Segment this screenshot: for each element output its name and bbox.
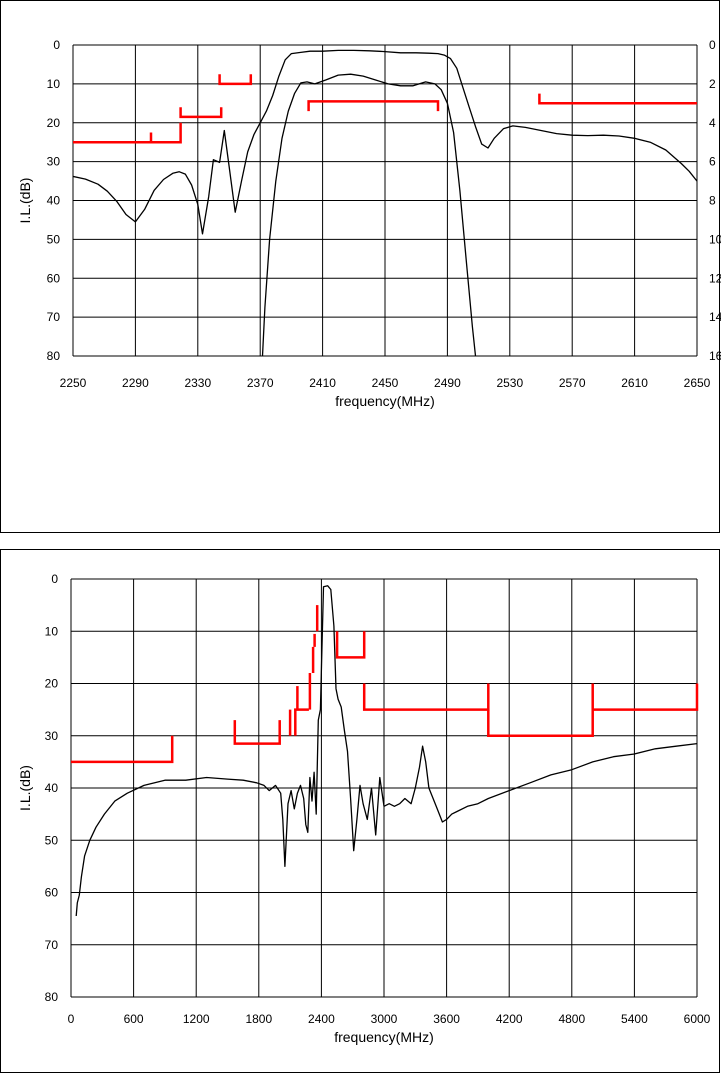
x-tick-label: 1200 xyxy=(183,1012,210,1026)
x-tick-label: 3000 xyxy=(371,1012,398,1026)
y-axis-label: I.L.(dB) xyxy=(17,178,33,224)
x-tick-label: 2650 xyxy=(684,376,711,390)
y2-tick-label: 0 xyxy=(709,38,716,52)
y-tick-label: 40 xyxy=(47,194,61,208)
series-line-1 xyxy=(75,585,698,917)
y2-tick-label: 2 xyxy=(709,77,716,91)
spec-mask-segment xyxy=(233,720,281,745)
x-tick-label: 2330 xyxy=(184,376,211,390)
y-tick-label: 30 xyxy=(47,155,61,169)
spec-mask-segment xyxy=(71,735,174,764)
y-tick-label: 0 xyxy=(53,38,60,52)
x-tick-label: 2290 xyxy=(122,376,149,390)
y-axis-label: I.L.(dB) xyxy=(17,765,33,811)
y2-tick-label: 10 xyxy=(709,232,721,246)
spec-mask-segment xyxy=(592,683,699,711)
x-tick-label: 2250 xyxy=(60,376,87,390)
y-tick-label: 80 xyxy=(45,990,59,1004)
x-tick-label: 3600 xyxy=(433,1012,460,1026)
spec-mask-segment xyxy=(538,93,697,105)
y-tick-label: 0 xyxy=(51,572,58,586)
spec-mask-segment xyxy=(179,107,223,119)
y-tick-label: 80 xyxy=(47,349,61,363)
x-tick-label: 5400 xyxy=(621,1012,648,1026)
x-tick-label: 4800 xyxy=(558,1012,585,1026)
x-tick-label: 600 xyxy=(124,1012,144,1026)
y-tick-label: 20 xyxy=(47,116,61,130)
x-tick-label: 2490 xyxy=(434,376,461,390)
y-tick-label: 70 xyxy=(45,938,59,952)
x-tick-label: 2370 xyxy=(247,376,274,390)
spec-mask-segment xyxy=(73,122,182,144)
y-tick-label: 50 xyxy=(47,232,61,246)
chart-frame xyxy=(0,0,720,533)
spec-mask-segment xyxy=(294,708,309,736)
y-tick-label: 50 xyxy=(45,833,59,847)
x-tick-label: 2450 xyxy=(372,376,399,390)
spec-mask-segment xyxy=(335,631,366,659)
y-tick-label: 30 xyxy=(45,729,59,743)
spec-mask-segment xyxy=(362,683,490,711)
chart-panel-2: 0 600 1200 1800 2400 3000 3600 4200 4800 5400 6000… xyxy=(0,549,721,1074)
y2-tick-label: 16 xyxy=(709,349,721,363)
y-tick-label: 70 xyxy=(47,310,61,324)
x-tick-label: 6000 xyxy=(684,1012,711,1026)
y-tick-label: 20 xyxy=(45,677,59,691)
y-tick-label: 10 xyxy=(47,77,61,91)
y2-tick-label: 4 xyxy=(709,116,716,130)
y-tick-label: 40 xyxy=(45,781,59,795)
chart-frame xyxy=(0,549,720,1073)
y2-tick-label: 14 xyxy=(709,310,721,324)
series-line-1 xyxy=(73,49,698,235)
chart-panel-1: 2250 2290 2330 2370 2410 2450 2490 2530 2570 2610… xyxy=(0,0,721,533)
y-tick-label: 60 xyxy=(47,271,61,285)
y-tick-label: 10 xyxy=(45,624,59,638)
x-axis-label: frequency(MHz) xyxy=(334,1029,434,1045)
y2-tick-label: 8 xyxy=(709,194,716,208)
chart-1: 2250 2290 2330 2370 2410 2450 2490 2530 2570 2610… xyxy=(0,0,721,533)
x-tick-label: 4200 xyxy=(496,1012,523,1026)
y2-tick-label: 6 xyxy=(709,155,716,169)
x-tick-label: 2610 xyxy=(621,376,648,390)
x-axis-label: frequency(MHz) xyxy=(335,393,435,409)
chart-2: 0 600 1200 1800 2400 3000 3600 4200 4800 5400 6000… xyxy=(0,549,720,1073)
spec-mask-segment xyxy=(487,683,594,738)
series-line-2 xyxy=(261,73,477,357)
x-tick-label: 2410 xyxy=(309,376,336,390)
x-tick-label: 2570 xyxy=(559,376,586,390)
x-tick-label: 2400 xyxy=(308,1012,335,1026)
y2-tick-label: 12 xyxy=(709,271,721,285)
y-tick-label: 60 xyxy=(45,886,59,900)
x-tick-label: 1800 xyxy=(245,1012,272,1026)
x-tick-label: 2530 xyxy=(496,376,523,390)
x-tick-label: 0 xyxy=(68,1012,75,1026)
spec-mask-segment xyxy=(218,74,253,86)
spec-mask-segment xyxy=(307,100,440,112)
